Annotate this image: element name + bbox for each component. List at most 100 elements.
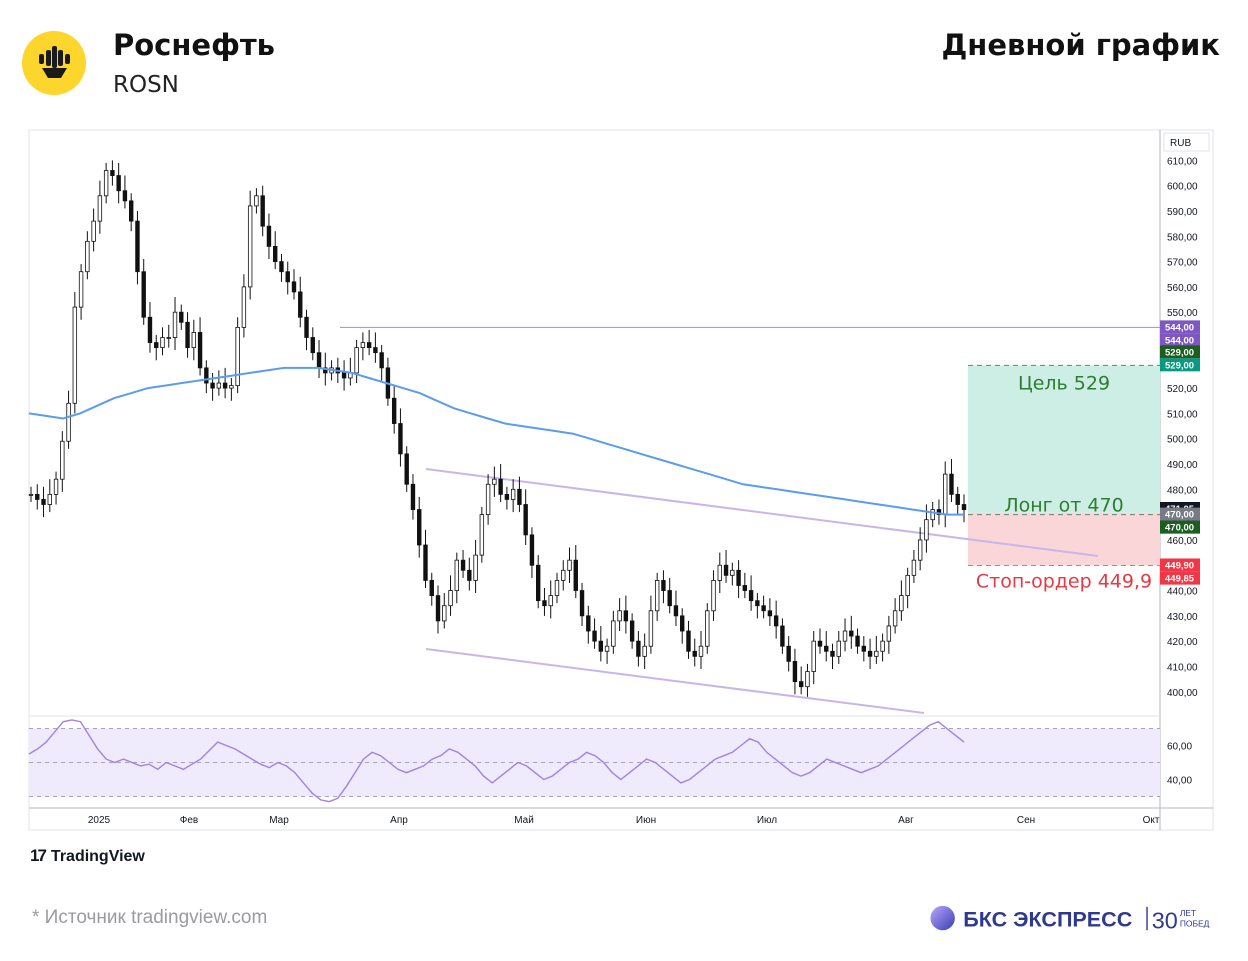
channel-upper-line <box>425 468 1099 557</box>
candle-body <box>943 473 948 516</box>
candle-body <box>517 488 522 505</box>
y-tick-label: 460,00 <box>1167 536 1198 547</box>
price-tag-label: 449,85 <box>1165 574 1195 585</box>
candle-body <box>366 342 372 349</box>
candle-body <box>824 645 829 652</box>
price-tag-label: 529,00 <box>1165 360 1194 371</box>
candle-body <box>254 195 259 207</box>
price-tag-label: 470,00 <box>1165 510 1194 521</box>
candle-body <box>91 220 96 242</box>
candle-body <box>260 195 265 227</box>
candle-body <box>604 645 610 652</box>
ticker-symbol: ROSN <box>113 72 179 98</box>
x-tick-label: 2025 <box>88 815 111 826</box>
x-tick-label: Июн <box>636 815 656 826</box>
candle-body <box>247 205 253 288</box>
candle-body <box>792 660 798 683</box>
candle-body <box>28 493 34 496</box>
candle-body <box>836 640 841 657</box>
candle-body <box>323 367 328 374</box>
candle-body <box>191 332 197 349</box>
y-tick-label: 580,00 <box>1167 232 1198 243</box>
candle-body <box>235 326 240 386</box>
candle-body <box>961 504 967 510</box>
candle-body <box>949 473 954 495</box>
price-tag-label: 544,00 <box>1165 335 1194 346</box>
candle-body <box>78 271 84 308</box>
candle-body <box>573 559 578 591</box>
candle-body <box>316 352 322 369</box>
candle-body <box>442 605 447 622</box>
price-tag-label: 544,00 <box>1165 322 1194 333</box>
candle-body <box>435 595 441 622</box>
chart-period: Дневной график <box>941 28 1220 62</box>
candle-body <box>410 483 416 510</box>
y-tick-label: 420,00 <box>1167 637 1198 648</box>
candle-body <box>849 630 854 637</box>
candle-body <box>905 574 910 596</box>
x-tick-label: Май <box>514 815 534 826</box>
candle-body <box>222 382 228 389</box>
candle-body <box>742 585 748 591</box>
candle-body <box>373 347 378 354</box>
candle-body <box>141 271 146 318</box>
candle-body <box>510 488 516 500</box>
candle-body <box>924 519 929 541</box>
candle-body <box>880 640 885 652</box>
candle-body <box>116 175 121 192</box>
price-tag <box>1160 520 1200 534</box>
candle-body <box>354 347 359 374</box>
candle-body <box>855 635 860 647</box>
candle-body <box>780 625 785 647</box>
x-tick-label: Апр <box>390 815 408 826</box>
candle-body <box>60 440 65 480</box>
candle-body <box>874 650 879 657</box>
stop-label: Стоп-ордер 449,9 <box>976 570 1152 592</box>
bcs-sphere-icon <box>930 905 955 931</box>
rsi-tick-label: 40,00 <box>1167 776 1192 787</box>
candle-body <box>279 261 284 273</box>
candle-body <box>623 610 629 622</box>
candle-body <box>586 615 591 632</box>
candle-body <box>135 220 140 273</box>
candle-body <box>85 240 90 273</box>
candle-body <box>642 645 647 657</box>
x-tick-label: Фев <box>180 815 198 826</box>
candle-body <box>736 569 741 586</box>
candles-group <box>28 160 967 697</box>
stop-zone <box>968 512 1160 566</box>
candle-body <box>711 580 716 612</box>
candle-body <box>698 645 704 657</box>
candle-body <box>917 539 923 561</box>
candle-body <box>680 615 685 632</box>
candle-body <box>97 195 103 222</box>
y-tick-label: 440,00 <box>1167 587 1198 598</box>
candle-body <box>899 595 904 612</box>
candle-body <box>128 200 134 222</box>
candle-body <box>404 453 409 485</box>
candle-body <box>166 337 171 339</box>
candle-body <box>154 342 159 349</box>
candle-body <box>755 600 760 607</box>
candle-body <box>867 650 873 657</box>
candle-body <box>291 281 297 293</box>
price-tag <box>1160 571 1200 585</box>
candle-body <box>786 645 791 662</box>
x-tick-label: Сен <box>1017 815 1035 826</box>
y-tick-label: 590,00 <box>1167 207 1198 218</box>
price-tag-label: 470,00 <box>1165 523 1194 534</box>
candle-body <box>592 630 597 642</box>
candle-body <box>886 625 892 642</box>
candle-body <box>730 569 735 576</box>
candle-body <box>298 291 303 318</box>
candle-body <box>598 640 604 652</box>
candle-body <box>479 514 485 556</box>
y-tick-label: 410,00 <box>1167 662 1198 673</box>
price-tag <box>1160 558 1200 572</box>
y-tick-label: 520,00 <box>1167 384 1198 395</box>
bcs-express-logo: БКС ЭКСПРЕСС 30 ЛЕТ ПОБЕД <box>930 905 1210 933</box>
candle-body <box>197 332 203 369</box>
x-tick-label: Июл <box>757 815 777 826</box>
candle-body <box>229 385 234 389</box>
